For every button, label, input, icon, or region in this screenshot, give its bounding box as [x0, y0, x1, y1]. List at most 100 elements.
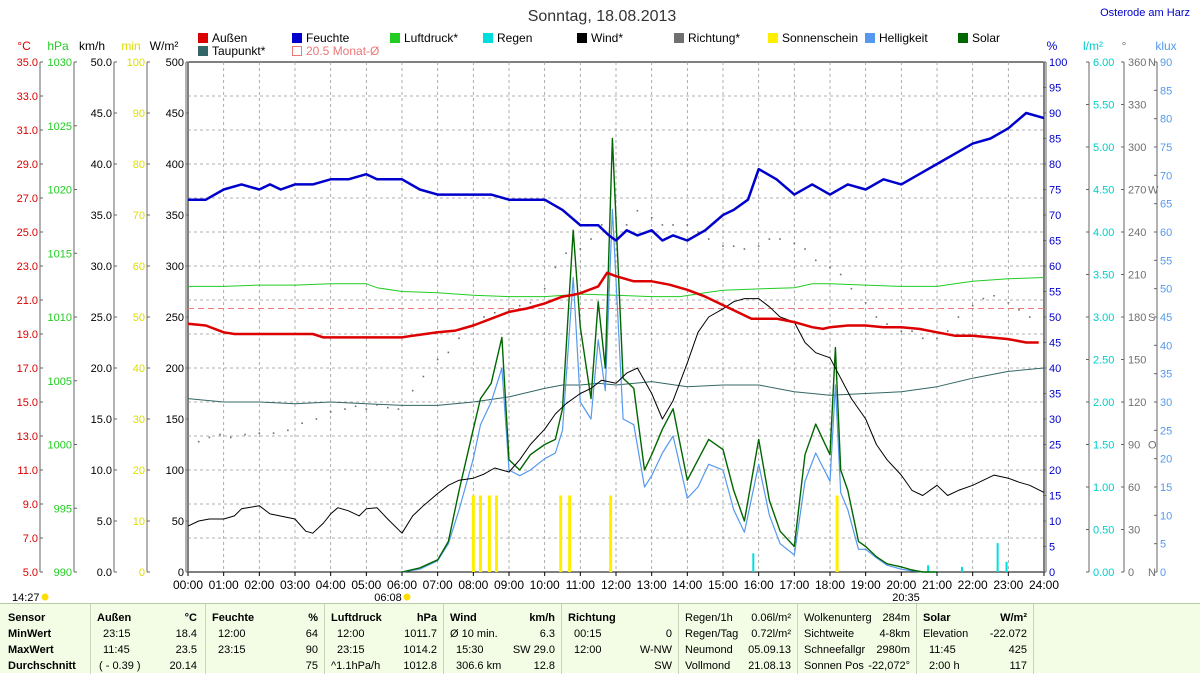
- wind-max-time: 15:30: [456, 644, 484, 656]
- richtung-point: [982, 297, 985, 300]
- left-axis-tick-label: 0.0: [97, 567, 112, 579]
- right-axis-tick-label: 85: [1049, 134, 1061, 146]
- luftdruck-min-value: 1011.7: [404, 628, 437, 640]
- right-axis-tick-label: 20: [1160, 454, 1172, 466]
- left-axis-tick-label: 50.0: [91, 57, 112, 69]
- solar-avg-value: 117: [1009, 660, 1027, 672]
- right-axis-tick-label: 300: [1128, 142, 1146, 154]
- left-axis-tick-label: 23.0: [17, 261, 38, 273]
- richtung-point: [697, 231, 699, 233]
- luftdruck-head: Luftdruck: [331, 612, 382, 624]
- wolkenunterg-label: Wolkenunterg: [804, 612, 872, 624]
- richtung-point: [244, 433, 246, 436]
- neumond-label: Neumond: [685, 644, 733, 656]
- richtung-point: [993, 294, 995, 297]
- right-axis-tick-label: 35: [1049, 389, 1061, 401]
- richtung-point: [757, 245, 760, 247]
- right-axis-tick-label: 65: [1160, 199, 1172, 211]
- richtung-point: [272, 432, 275, 434]
- right-axis-tick-label: 90: [1128, 440, 1140, 452]
- richtung-point: [1018, 309, 1020, 311]
- right-axis-tick-label: 45: [1049, 338, 1061, 350]
- luftdruck-avg-value: 1012.8: [403, 660, 437, 672]
- left-axis-tick-label: 25.0: [17, 227, 38, 239]
- legend-swatch: [865, 33, 875, 43]
- left-axis-tick-label: 11.0: [17, 465, 38, 477]
- series-line-solar: [401, 137, 937, 573]
- left-axis-tick-label: 20: [133, 465, 145, 477]
- left-axis-tick-label: 20.0: [91, 363, 112, 375]
- richtung-max-value: W-NW: [639, 644, 672, 656]
- direction-letter: N: [1148, 567, 1156, 579]
- richtung-point: [579, 248, 582, 250]
- col-luftdruck: Luftdruck hPa 12:00 1011.7 23:15 1014.2 …: [324, 604, 443, 674]
- right-axis-tick-label: 2.00: [1093, 397, 1114, 409]
- wind-head: Wind: [450, 612, 477, 624]
- x-axis-tick-label: 01:00: [209, 578, 239, 592]
- richtung-point: [447, 351, 450, 354]
- aussen-trend: ( - 0.39 ): [99, 660, 141, 672]
- row-label-min: MinWert: [8, 628, 52, 640]
- luftdruck-min-time: 12:00: [337, 628, 365, 640]
- luftdruck-trend: ^1.1hPa/h: [331, 660, 381, 672]
- series-line-helligkeit: [401, 208, 937, 573]
- solar-unit: W/m²: [1000, 612, 1027, 624]
- left-axis-tick-label: 1025: [48, 121, 72, 133]
- right-axis-tick-label: 0.00: [1093, 567, 1114, 579]
- richtung-point: [1028, 316, 1031, 318]
- right-axis-tick-label: 0: [1049, 567, 1055, 579]
- right-axis-tick-label: 40: [1160, 340, 1172, 352]
- richtung-point: [258, 432, 261, 434]
- left-axis-tick-label: 150: [166, 414, 184, 426]
- row-label-avg: Durchschnitt: [8, 660, 76, 672]
- richtung-point: [722, 245, 724, 247]
- right-axis-tick-label: 50: [1049, 312, 1061, 324]
- left-axis-tick-label: 35.0: [17, 57, 38, 69]
- right-axis-tick-label: 100: [1049, 57, 1067, 69]
- richtung-point: [197, 440, 200, 443]
- right-axis-tick-label: 25: [1160, 425, 1172, 437]
- richtung-point: [397, 408, 400, 410]
- right-axis-tick-label: 30: [1160, 397, 1172, 409]
- right-axis-tick-label: 2.50: [1093, 355, 1114, 367]
- left-axis-tick-label: 45.0: [91, 108, 112, 120]
- left-axis-tick-label: 7.0: [23, 533, 38, 545]
- solar-elevation-label: Elevation: [923, 628, 969, 640]
- left-axis-tick-label: 40.0: [91, 159, 112, 171]
- direction-letter: W: [1148, 185, 1159, 197]
- plot-area: [187, 111, 1045, 573]
- richtung-point: [850, 287, 853, 290]
- right-axis-unit: %: [1047, 39, 1058, 53]
- richtung-point: [779, 238, 781, 240]
- sunset-time: 20:35: [892, 592, 920, 603]
- right-axis-tick-label: 3.00: [1093, 312, 1114, 324]
- sichtweite-label: Sichtweite: [804, 628, 855, 640]
- left-axis-unit: W/m²: [150, 39, 179, 53]
- richtung-min-time: 00:15: [574, 628, 602, 640]
- left-axis-tick-label: 70: [133, 210, 145, 222]
- sonnenschein-bar: [495, 495, 499, 572]
- right-axis-tick-label: 0: [1160, 567, 1166, 579]
- wind-avg10-label: Ø 10 min.: [450, 628, 498, 640]
- legend-label: Taupunkt*: [212, 44, 266, 58]
- sonnenschein-bar: [609, 495, 613, 572]
- regen-bar: [927, 565, 930, 572]
- legend-label: Solar: [972, 31, 1000, 45]
- x-axis-tick-label: 24:00: [1029, 578, 1059, 592]
- right-axis-tick-label: 5.00: [1093, 142, 1114, 154]
- sonnenschein-bar: [568, 495, 572, 572]
- x-axis-tick-label: 10:00: [530, 578, 560, 592]
- aussen-min-value: 18.4: [175, 628, 197, 640]
- left-axis-tick-label: 19.0: [17, 329, 38, 341]
- legend-swatch: [292, 33, 302, 43]
- right-axis-tick-label: 75: [1049, 185, 1061, 197]
- left-axis-tick-label: 1030: [48, 57, 72, 69]
- left-axis-tick-label: 995: [54, 503, 72, 515]
- richtung-point: [936, 337, 938, 340]
- series-line-feuchte: [188, 111, 1045, 242]
- right-axis-tick-label: 150: [1128, 355, 1146, 367]
- row-label-max: MaxWert: [8, 644, 54, 656]
- left-axis-unit: hPa: [47, 39, 69, 53]
- legend-label: Luftdruck*: [404, 31, 458, 45]
- x-axis-tick-label: 18:00: [815, 578, 845, 592]
